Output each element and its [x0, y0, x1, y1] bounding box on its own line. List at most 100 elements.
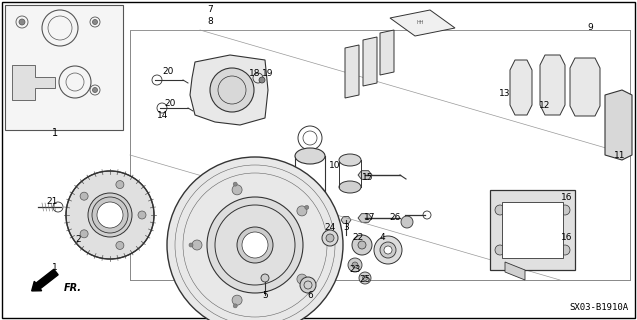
Circle shape [232, 295, 242, 305]
Circle shape [560, 205, 570, 215]
Text: HH: HH [416, 20, 424, 26]
Circle shape [242, 232, 268, 258]
Circle shape [297, 274, 307, 284]
Circle shape [304, 281, 309, 284]
Text: 24: 24 [324, 223, 336, 233]
Circle shape [210, 68, 254, 112]
Circle shape [495, 205, 505, 215]
Text: 11: 11 [614, 150, 626, 159]
Circle shape [362, 276, 368, 281]
Text: 6: 6 [307, 292, 313, 300]
Text: 16: 16 [561, 234, 573, 243]
Circle shape [322, 230, 338, 246]
Polygon shape [510, 60, 532, 115]
Ellipse shape [339, 154, 361, 166]
Ellipse shape [295, 148, 325, 164]
Text: FR.: FR. [64, 283, 82, 293]
Polygon shape [380, 30, 394, 75]
Circle shape [495, 245, 505, 255]
Circle shape [116, 241, 124, 249]
Polygon shape [502, 202, 563, 258]
Polygon shape [540, 55, 565, 115]
Circle shape [97, 202, 123, 228]
Text: 8: 8 [207, 18, 213, 27]
Text: 23: 23 [349, 266, 361, 275]
Circle shape [233, 182, 237, 186]
Circle shape [116, 180, 124, 188]
Text: 13: 13 [499, 89, 511, 98]
Circle shape [207, 197, 303, 293]
Text: SX03-B1910A: SX03-B1910A [570, 303, 629, 312]
Text: 10: 10 [329, 161, 341, 170]
Circle shape [215, 205, 295, 285]
Polygon shape [345, 45, 359, 98]
Circle shape [80, 230, 88, 238]
Circle shape [192, 240, 202, 250]
Circle shape [237, 227, 273, 263]
Circle shape [401, 216, 413, 228]
Polygon shape [505, 262, 525, 280]
Text: 2: 2 [75, 236, 81, 244]
Ellipse shape [339, 181, 361, 193]
Circle shape [380, 242, 396, 258]
Bar [5, 5, 123, 130]
Circle shape [304, 205, 309, 209]
Circle shape [297, 206, 307, 216]
Circle shape [66, 171, 154, 259]
Text: 17: 17 [364, 213, 376, 222]
Text: 9: 9 [587, 23, 593, 33]
Polygon shape [570, 58, 600, 116]
Text: 12: 12 [540, 100, 551, 109]
Circle shape [384, 246, 392, 254]
Text: 5: 5 [262, 292, 268, 300]
Circle shape [92, 20, 97, 25]
Text: 15: 15 [362, 173, 374, 182]
Circle shape [326, 234, 334, 242]
Polygon shape [358, 214, 372, 222]
Text: 22: 22 [352, 234, 364, 243]
Text: 19: 19 [262, 68, 274, 77]
Polygon shape [390, 10, 455, 36]
Circle shape [233, 304, 237, 308]
Text: 7: 7 [207, 5, 213, 14]
Circle shape [560, 245, 570, 255]
Circle shape [88, 193, 132, 237]
Circle shape [167, 157, 343, 320]
Circle shape [92, 197, 128, 233]
Circle shape [189, 243, 193, 247]
Text: 16: 16 [561, 194, 573, 203]
Text: 20: 20 [162, 68, 174, 76]
Text: 1: 1 [52, 263, 58, 273]
Text: 3: 3 [343, 223, 349, 233]
Text: 18: 18 [249, 68, 261, 77]
Circle shape [261, 274, 269, 282]
Circle shape [374, 236, 402, 264]
Polygon shape [605, 90, 632, 160]
Polygon shape [12, 65, 55, 100]
Ellipse shape [295, 185, 325, 201]
Text: 14: 14 [157, 110, 169, 119]
Text: 26: 26 [389, 213, 401, 222]
Circle shape [232, 185, 242, 195]
Circle shape [352, 235, 372, 255]
Circle shape [259, 77, 265, 83]
Circle shape [80, 192, 88, 200]
Circle shape [92, 87, 97, 92]
Text: 21: 21 [47, 197, 58, 206]
Polygon shape [363, 37, 377, 86]
Circle shape [358, 241, 366, 249]
Polygon shape [190, 55, 268, 125]
FancyArrow shape [32, 269, 58, 291]
Polygon shape [358, 171, 372, 179]
Polygon shape [354, 236, 370, 254]
Text: 1: 1 [52, 128, 58, 138]
Text: 20: 20 [164, 99, 176, 108]
Text: 4: 4 [379, 234, 385, 243]
Circle shape [300, 277, 316, 293]
Text: 25: 25 [359, 276, 371, 284]
Polygon shape [490, 190, 575, 270]
Circle shape [19, 19, 25, 25]
Circle shape [359, 272, 371, 284]
Polygon shape [341, 217, 351, 223]
Circle shape [348, 258, 362, 272]
